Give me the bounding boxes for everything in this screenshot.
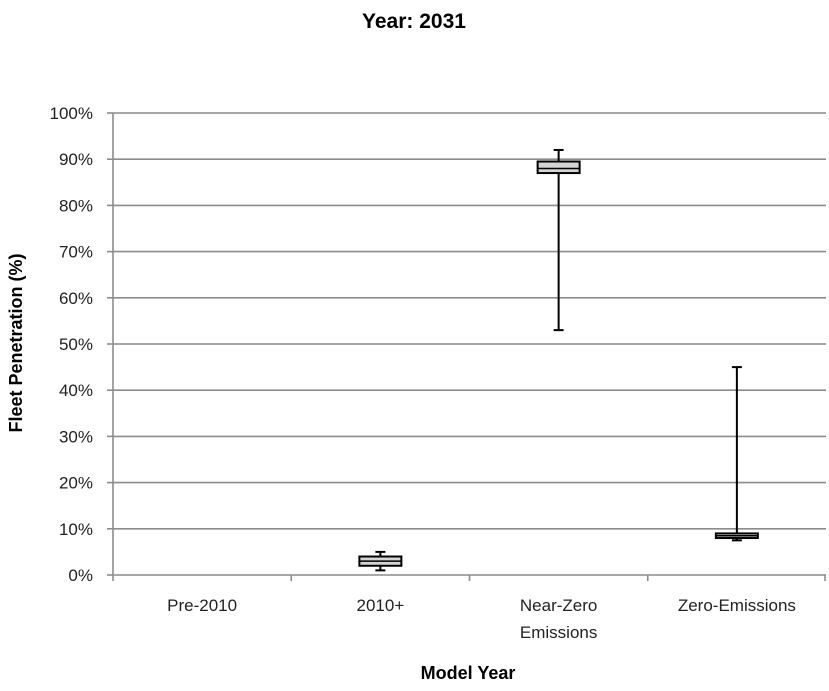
boxes: [358, 148, 759, 572]
y-tick-label: 0%: [68, 566, 93, 585]
y-tick-label: 30%: [59, 427, 93, 446]
y-tick-label: 100%: [50, 104, 93, 123]
y-tick-label: 20%: [59, 474, 93, 493]
y-axis-title: Fleet Penetration (%): [6, 253, 26, 432]
y-tick-label: 60%: [59, 289, 93, 308]
y-tick-label: 80%: [59, 196, 93, 215]
x-axis-title: Model Year: [421, 663, 516, 683]
y-tick-label: 90%: [59, 150, 93, 169]
box-1: [358, 550, 403, 572]
y-tick-label: 70%: [59, 243, 93, 262]
box-3: [714, 366, 759, 542]
gridlines: [113, 112, 826, 530]
x-category-label: Near-Zero: [520, 596, 597, 615]
y-tick-label: 50%: [59, 335, 93, 354]
box-iqr: [536, 160, 581, 175]
y-tick-labels: 0% 10% 20% 30% 40% 50% 60% 70% 80% 90% 100%: [50, 104, 93, 585]
x-category-label: Zero-Emissions: [678, 596, 796, 615]
y-tick-label: 40%: [59, 381, 93, 400]
axes: [107, 112, 826, 581]
x-category-label: Emissions: [520, 623, 597, 642]
x-category-label: Pre-2010: [167, 596, 237, 615]
chart-title: Year: 2031: [362, 10, 466, 33]
x-category-labels: Pre-2010 2010+ Near-Zero Emissions Zero-Emis…: [167, 596, 796, 642]
x-category-label: 2010+: [357, 596, 405, 615]
box-2: [536, 148, 581, 332]
y-tick-label: 10%: [59, 520, 93, 539]
